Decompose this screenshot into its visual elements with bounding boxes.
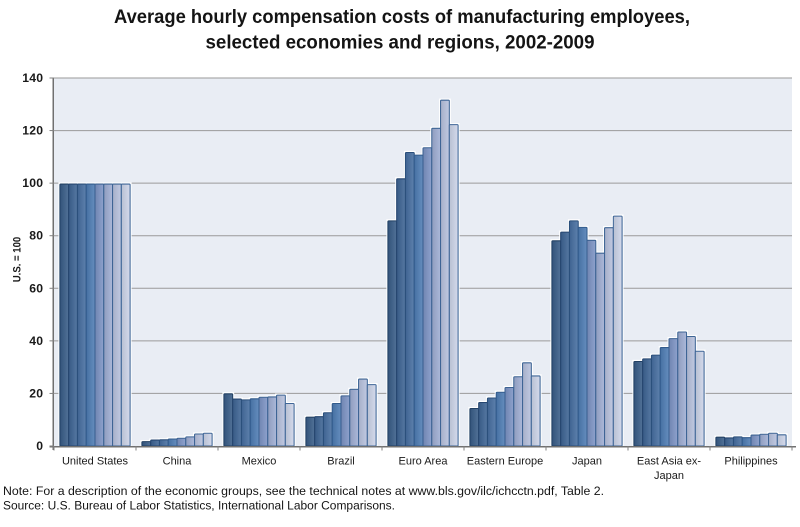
svg-text:selected economies and regions: selected economies and regions, 2002-200… — [206, 31, 595, 53]
svg-text:Eastern Europe: Eastern Europe — [467, 456, 543, 468]
svg-text:China: China — [163, 456, 193, 468]
svg-text:60: 60 — [29, 281, 43, 295]
svg-text:100: 100 — [22, 176, 43, 190]
svg-text:40: 40 — [29, 334, 43, 348]
svg-text:Source: U.S. Bureau of Labor S: Source: U.S. Bureau of Labor Statistics,… — [3, 499, 395, 513]
svg-text:Mexico: Mexico — [242, 456, 277, 468]
svg-text:Average hourly compensation co: Average hourly compensation costs of man… — [114, 6, 690, 28]
svg-text:Philippines: Philippines — [724, 456, 778, 468]
svg-text:East Asia ex-: East Asia ex- — [637, 456, 702, 468]
svg-text:Euro Area: Euro Area — [399, 456, 449, 468]
svg-text:U.S. = 100: U.S. = 100 — [11, 237, 23, 283]
svg-text:20: 20 — [29, 386, 43, 400]
svg-text:140: 140 — [22, 71, 43, 85]
svg-text:Note: For a description of the: Note: For a description of the economic … — [3, 484, 604, 498]
svg-text:120: 120 — [22, 124, 43, 138]
svg-text:Brazil: Brazil — [327, 456, 355, 468]
svg-text:80: 80 — [29, 229, 43, 243]
svg-text:United States: United States — [62, 456, 129, 468]
svg-text:0: 0 — [36, 439, 43, 453]
svg-text:Japan: Japan — [572, 456, 602, 468]
svg-text:Japan: Japan — [654, 470, 684, 482]
